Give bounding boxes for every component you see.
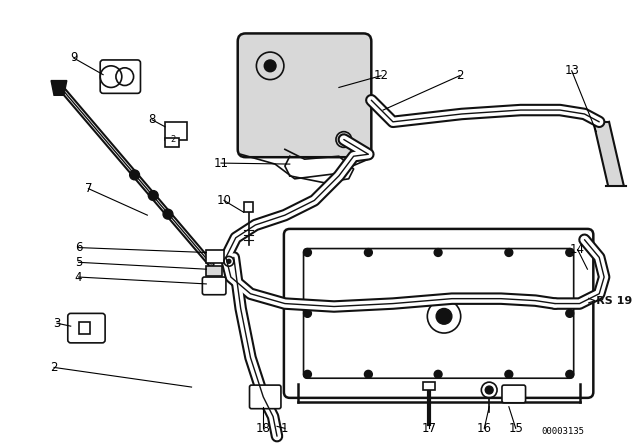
Circle shape — [485, 386, 493, 394]
Circle shape — [130, 170, 140, 180]
Bar — [424, 382, 435, 390]
Text: 10: 10 — [216, 194, 232, 207]
FancyBboxPatch shape — [68, 314, 105, 343]
Circle shape — [434, 370, 442, 378]
Text: 2: 2 — [456, 69, 463, 82]
Circle shape — [434, 249, 442, 256]
Text: 16: 16 — [477, 422, 492, 435]
Text: 13: 13 — [564, 64, 579, 77]
Circle shape — [163, 209, 173, 219]
Text: >RS 19: >RS 19 — [588, 296, 633, 306]
FancyBboxPatch shape — [502, 385, 525, 403]
Text: 12: 12 — [374, 69, 388, 82]
FancyBboxPatch shape — [202, 277, 226, 295]
Text: 9: 9 — [70, 52, 77, 65]
Circle shape — [303, 249, 312, 256]
Circle shape — [436, 309, 452, 324]
Text: 15: 15 — [508, 422, 523, 435]
Circle shape — [364, 249, 372, 256]
Circle shape — [264, 60, 276, 72]
Text: 1: 1 — [281, 422, 289, 435]
Circle shape — [303, 370, 312, 378]
Text: 2: 2 — [51, 361, 58, 374]
Circle shape — [227, 259, 231, 263]
Text: 5: 5 — [75, 256, 83, 269]
Text: 18: 18 — [256, 422, 271, 435]
FancyBboxPatch shape — [237, 34, 371, 157]
Circle shape — [505, 249, 513, 256]
Polygon shape — [51, 81, 67, 95]
Text: 14: 14 — [570, 243, 585, 256]
Bar — [165, 138, 179, 147]
Circle shape — [148, 190, 158, 200]
Bar — [206, 250, 224, 263]
Bar — [244, 202, 253, 212]
Circle shape — [303, 310, 312, 317]
Circle shape — [364, 370, 372, 378]
Text: 7: 7 — [84, 182, 92, 195]
Text: 4: 4 — [75, 271, 83, 284]
FancyBboxPatch shape — [284, 229, 593, 398]
Circle shape — [340, 136, 348, 143]
FancyBboxPatch shape — [100, 60, 140, 93]
Text: 11: 11 — [214, 157, 228, 170]
Text: 17: 17 — [422, 422, 436, 435]
Circle shape — [566, 370, 573, 378]
Bar — [206, 266, 222, 276]
Polygon shape — [593, 122, 624, 185]
Circle shape — [566, 310, 573, 317]
Circle shape — [505, 370, 513, 378]
Text: 6: 6 — [75, 241, 83, 254]
Circle shape — [566, 249, 573, 256]
Text: 8: 8 — [148, 113, 156, 126]
FancyBboxPatch shape — [250, 385, 281, 409]
Text: 00003135: 00003135 — [541, 427, 584, 436]
FancyBboxPatch shape — [303, 249, 573, 378]
Bar — [165, 122, 187, 139]
Bar — [79, 322, 90, 334]
Text: 2: 2 — [170, 135, 175, 144]
Text: 3: 3 — [53, 317, 61, 330]
